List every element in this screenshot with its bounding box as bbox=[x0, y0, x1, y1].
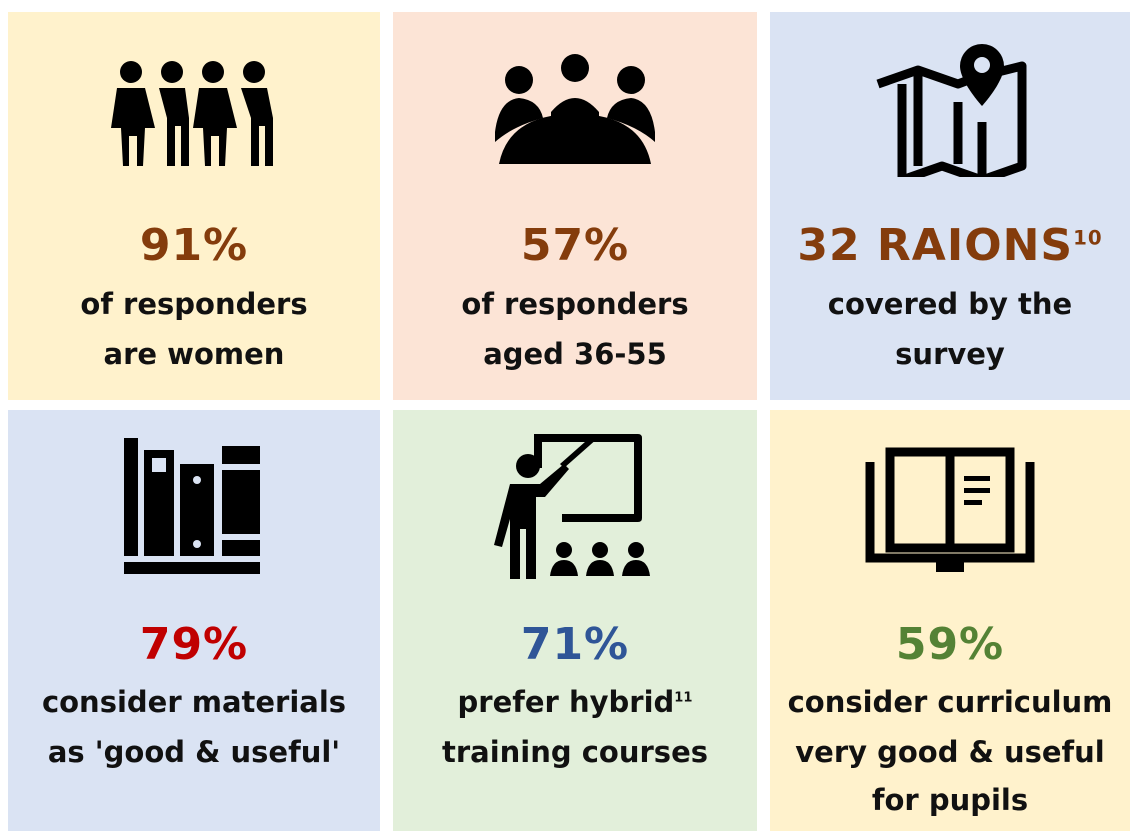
icon-meeting bbox=[495, 54, 655, 164]
icon-map bbox=[876, 44, 1027, 177]
description: aged 36-55 bbox=[483, 337, 667, 371]
stat: 79% bbox=[139, 619, 249, 670]
description: are women bbox=[103, 337, 285, 371]
stat: 32 RAIONS10 bbox=[770, 220, 1130, 272]
icon-books bbox=[124, 438, 260, 574]
card: 79% consider materials as 'good & useful… bbox=[8, 410, 380, 831]
description: of responders bbox=[461, 287, 689, 321]
icon-book bbox=[865, 447, 1035, 572]
description: consider curriculum bbox=[787, 685, 1113, 719]
stat: 59% bbox=[895, 619, 1005, 670]
icon-teacher bbox=[494, 434, 650, 579]
stat: 91% bbox=[139, 220, 249, 271]
card: 71% prefer hybrid11 training courses bbox=[393, 410, 757, 831]
card: 32 RAIONS10 covered by the survey bbox=[770, 12, 1130, 400]
card: 91% of responders are women bbox=[8, 12, 380, 400]
description: as 'good & useful' bbox=[47, 735, 341, 769]
description: for pupils bbox=[871, 783, 1029, 817]
description: covered by the bbox=[827, 287, 1073, 321]
icon-people bbox=[111, 61, 273, 166]
description: training courses bbox=[441, 735, 708, 769]
card: 57% of responders aged 36-55 bbox=[393, 12, 757, 400]
footnote-ref: 10 bbox=[1073, 226, 1103, 250]
stat: 71% bbox=[520, 619, 630, 670]
description: consider materials bbox=[41, 685, 347, 719]
footnote-ref: 11 bbox=[674, 690, 693, 706]
description: prefer hybrid11 bbox=[393, 678, 757, 727]
card: 59% consider curriculum very good & usef… bbox=[770, 410, 1130, 831]
stat-text: 32 RAIONS bbox=[797, 220, 1074, 271]
description: survey bbox=[895, 337, 1005, 371]
description: very good & useful bbox=[795, 735, 1105, 769]
stat: 57% bbox=[520, 220, 630, 271]
description: of responders bbox=[80, 287, 308, 321]
description-text: prefer hybrid bbox=[457, 685, 675, 719]
